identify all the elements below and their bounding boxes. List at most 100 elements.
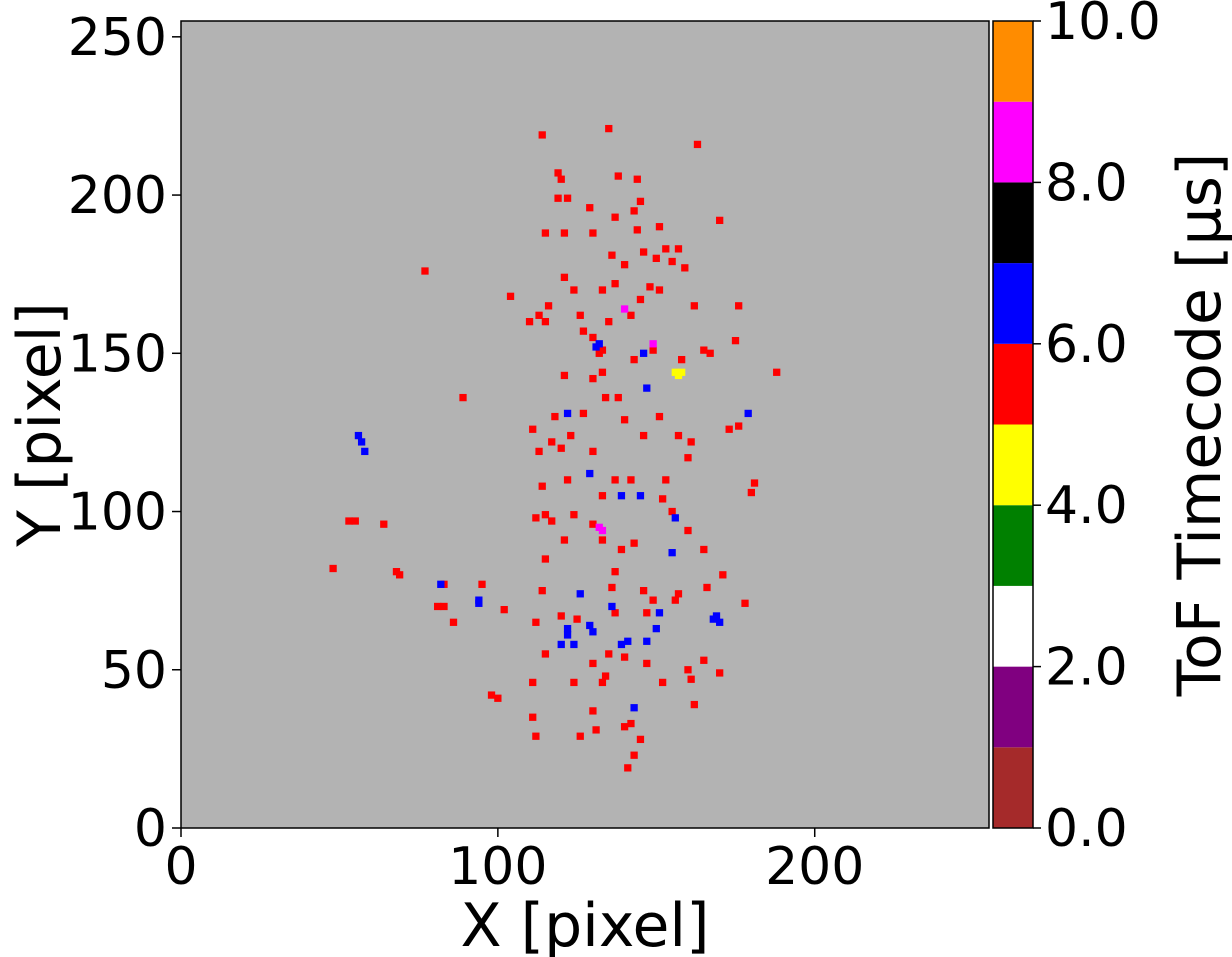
data-point [598, 492, 607, 500]
colorbar-tick-label: 2.0 [1045, 638, 1128, 698]
data-point [595, 523, 603, 531]
colorbar-bin [993, 343, 1033, 425]
data-point [459, 393, 467, 402]
data-point [639, 248, 648, 256]
data-point [538, 131, 546, 139]
data-point [563, 194, 572, 202]
data-point [437, 580, 445, 588]
data-point [605, 318, 613, 326]
data-point [589, 374, 597, 383]
data-point [617, 492, 626, 500]
colorbar-bin [993, 505, 1033, 586]
colorbar-bin [993, 182, 1033, 264]
data-point [741, 599, 749, 607]
data-point [421, 267, 429, 275]
colorbar-tick-label: 0.0 [1045, 799, 1128, 859]
x-tick-label: 0 [164, 837, 197, 897]
data-point [361, 447, 369, 456]
data-point [532, 514, 540, 522]
data-point [573, 615, 581, 623]
data-point [535, 311, 543, 319]
colorbar-tick-label: 10.0 [1045, 0, 1161, 52]
data-point [576, 590, 584, 598]
data-point [719, 571, 727, 579]
data-point [576, 311, 584, 319]
data-point [598, 536, 607, 544]
data-point [643, 637, 651, 645]
data-point [475, 599, 483, 607]
data-point [487, 691, 496, 699]
data-point [560, 371, 569, 380]
data-point [351, 517, 359, 525]
data-point [677, 368, 686, 376]
data-point [643, 659, 651, 668]
colorbar-label: ToF Timecode [µs] [1165, 153, 1232, 698]
data-point [744, 409, 752, 418]
data-point [529, 678, 537, 687]
data-point [671, 514, 679, 522]
colorbar-bin [993, 666, 1033, 748]
data-point [620, 305, 629, 313]
data-point [620, 261, 629, 269]
data-point [589, 628, 597, 636]
data-point [639, 349, 648, 357]
y-tick-label: 0 [134, 799, 167, 859]
data-point [589, 707, 597, 715]
data-point [557, 612, 565, 620]
data-point [662, 245, 670, 253]
data-point [620, 416, 629, 424]
data-point [611, 609, 619, 617]
data-point [735, 302, 743, 310]
data-point [703, 583, 711, 592]
data-point [478, 580, 486, 588]
data-point [598, 678, 607, 687]
data-point [554, 169, 562, 177]
x-tick-label: 100 [448, 837, 547, 897]
data-point [601, 672, 610, 680]
data-point [614, 393, 622, 402]
data-point [532, 618, 540, 626]
data-point [560, 229, 569, 237]
data-point [589, 659, 597, 668]
y-tick-label: 200 [68, 166, 167, 226]
data-point [586, 204, 594, 212]
data-point [731, 336, 740, 345]
data-point [605, 650, 613, 658]
data-point [750, 479, 759, 487]
data-point [494, 694, 502, 702]
colorbar-frame [992, 20, 1034, 829]
data-point [693, 140, 702, 149]
data-point [548, 438, 556, 446]
data-point [649, 340, 657, 348]
data-point [557, 640, 565, 649]
colorbar-bins [993, 21, 1033, 828]
data-point [611, 280, 619, 288]
data-point [674, 590, 683, 598]
data-point [551, 412, 559, 421]
data-point [541, 318, 550, 326]
data-point [617, 640, 626, 649]
data-point [541, 650, 550, 658]
colorbar-bin [993, 263, 1033, 344]
data-point [617, 545, 626, 554]
data-point [563, 631, 572, 639]
data-point [560, 273, 569, 281]
data-point [434, 602, 442, 611]
data-point [649, 346, 657, 354]
data-point [735, 422, 743, 430]
x-axis: 0 100 200 [164, 828, 864, 897]
data-point [671, 368, 679, 376]
data-point [329, 564, 337, 573]
data-point [700, 346, 708, 354]
data-point [500, 605, 508, 614]
colorbar-bin [993, 585, 1033, 667]
data-point [380, 520, 388, 528]
y-tick-label: 50 [101, 641, 167, 701]
data-point [611, 568, 619, 576]
data-point [706, 349, 714, 357]
data-point [684, 526, 692, 535]
data-point [646, 283, 654, 291]
data-point [532, 732, 540, 740]
colorbar-tick-label: 4.0 [1045, 476, 1128, 536]
